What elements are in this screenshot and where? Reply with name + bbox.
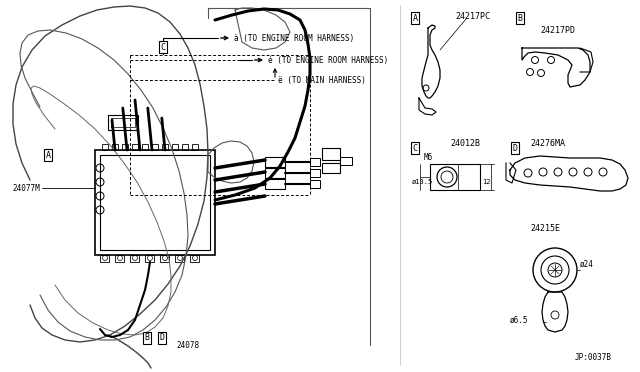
Bar <box>160 255 169 262</box>
Bar <box>430 164 480 190</box>
Text: JP:0037B: JP:0037B <box>575 353 612 362</box>
Bar <box>322 163 340 173</box>
Text: C: C <box>161 42 166 51</box>
Text: D: D <box>159 334 164 343</box>
Text: 12: 12 <box>482 179 490 185</box>
Bar <box>152 144 158 150</box>
Bar <box>100 255 109 262</box>
Text: 24215E: 24215E <box>530 224 560 232</box>
Bar <box>265 157 285 167</box>
Text: 24078: 24078 <box>176 340 199 350</box>
Text: 24217PC: 24217PC <box>455 12 490 20</box>
Bar <box>310 180 320 188</box>
Text: 24012B: 24012B <box>450 138 480 148</box>
Text: ë (TO MAIN HARNESS): ë (TO MAIN HARNESS) <box>278 76 366 84</box>
Bar <box>310 158 320 166</box>
Text: 24077M: 24077M <box>12 183 40 192</box>
Bar <box>142 144 148 150</box>
Bar <box>122 144 128 150</box>
Bar <box>95 150 215 255</box>
Text: ø24: ø24 <box>580 260 594 269</box>
Text: 24217PD: 24217PD <box>540 26 575 35</box>
Text: B: B <box>518 13 522 22</box>
Text: à (TO ENGINE ROOM HARNESS): à (TO ENGINE ROOM HARNESS) <box>234 33 355 42</box>
Bar <box>130 255 139 262</box>
Bar <box>340 157 352 165</box>
Bar <box>102 144 108 150</box>
Bar <box>175 255 184 262</box>
Bar <box>265 179 285 189</box>
Bar <box>322 148 340 160</box>
Bar <box>172 144 178 150</box>
Bar <box>108 115 138 130</box>
Text: D: D <box>513 144 518 153</box>
Text: C: C <box>413 144 417 153</box>
Bar <box>190 255 199 262</box>
Bar <box>132 144 138 150</box>
Text: 24276MA: 24276MA <box>530 138 565 148</box>
Bar <box>182 144 188 150</box>
Bar <box>115 255 124 262</box>
Bar <box>112 144 118 150</box>
Text: ø13.5: ø13.5 <box>412 179 433 185</box>
Bar <box>100 155 210 250</box>
Bar <box>310 169 320 177</box>
Text: é (TO ENGINE ROOM HARNESS): é (TO ENGINE ROOM HARNESS) <box>268 55 388 64</box>
Text: A: A <box>45 151 51 160</box>
Bar <box>111 118 135 127</box>
Bar <box>265 168 285 178</box>
Bar <box>162 144 168 150</box>
Text: ø6.5: ø6.5 <box>509 315 528 324</box>
Text: B: B <box>145 334 150 343</box>
Bar <box>192 144 198 150</box>
Bar <box>145 255 154 262</box>
Text: A: A <box>413 13 417 22</box>
Text: M6: M6 <box>424 153 433 161</box>
